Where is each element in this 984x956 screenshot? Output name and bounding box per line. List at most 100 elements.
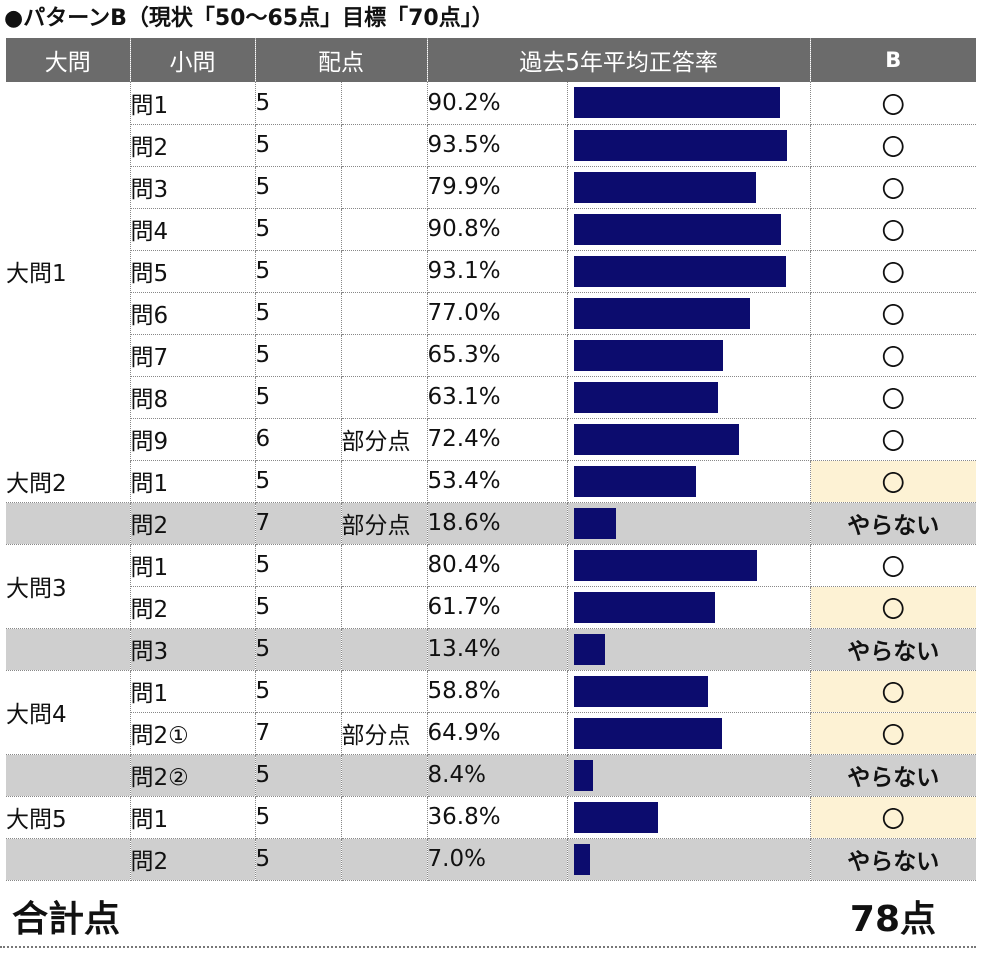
header-big-question: 大問: [6, 38, 131, 82]
sub-question-cell: 問2: [130, 124, 256, 167]
rate-bar-cell: [567, 628, 811, 671]
partial-credit-note: [341, 838, 428, 881]
rate-bar: [573, 465, 696, 497]
table-row: 問4 5 90.8% 〇: [6, 208, 977, 251]
score-table-body: 大問1 問1 5 90.2% 〇問2 5 93.5% 〇問3 5 79.9% 〇問4 5 90.8% 〇問…: [6, 82, 977, 881]
table-row: 大問1 問1 5 90.2% 〇: [6, 82, 977, 460]
rate-bar-cell: [567, 418, 811, 461]
table-row: 大問2 問1 5 53.4% 〇: [6, 460, 977, 503]
points-cell: 5: [255, 250, 342, 293]
sub-question-cell: 問1: [130, 670, 256, 713]
plan-mark: 〇: [810, 418, 977, 461]
sub-question-cell: 問5: [130, 250, 256, 293]
correct-rate-cell: 18.6%: [427, 502, 568, 545]
points-cell: 5: [255, 586, 342, 629]
partial-credit-note: 部分点: [341, 502, 428, 545]
points-cell: 5: [255, 544, 342, 587]
partial-credit-note: [341, 166, 428, 209]
table-row: 問3 5 13.4% やらない: [6, 628, 977, 671]
rate-bar: [573, 171, 756, 203]
plan-mark: 〇: [810, 670, 977, 713]
rate-bar-cell: [567, 544, 811, 587]
correct-rate-cell: 58.8%: [427, 670, 568, 713]
partial-credit-note: 部分点: [341, 418, 428, 461]
big-question-cell: 大問4: [6, 670, 131, 755]
points-cell: 5: [255, 166, 342, 209]
table-row: 問7 5 65.3% 〇: [6, 334, 977, 377]
partial-credit-note: [341, 754, 428, 797]
rate-bar-cell: [567, 838, 811, 881]
points-cell: 5: [255, 124, 342, 167]
table-row: 問3 5 79.9% 〇: [6, 166, 977, 209]
rate-bar-cell: [567, 712, 811, 755]
header-sub-question: 小問: [130, 38, 256, 82]
correct-rate-cell: 61.7%: [427, 586, 568, 629]
big-question-cell: 大問2: [6, 460, 131, 503]
plan-mark: 〇: [810, 586, 977, 629]
skip-label: やらない: [810, 838, 977, 881]
header-correct-rate: 過去5年平均正答率: [427, 38, 811, 82]
rate-bar: [573, 843, 590, 875]
sub-question-cell: 問1: [130, 460, 256, 503]
sub-question-cell: 問1: [130, 82, 256, 125]
correct-rate-cell: 72.4%: [427, 418, 568, 461]
table-row: 問5 5 93.1% 〇: [6, 250, 977, 293]
table-row: 問6 5 77.0% 〇: [6, 292, 977, 335]
rate-bar: [573, 423, 739, 455]
table-row: 問2② 5 8.4% やらない: [6, 754, 977, 797]
points-cell: 6: [255, 418, 342, 461]
sub-question-cell: 問1: [130, 544, 256, 587]
big-question-cell: [6, 628, 131, 671]
partial-credit-note: 部分点: [341, 712, 428, 755]
table-row: 問2 5 61.7% 〇: [6, 586, 977, 629]
partial-credit-note: [341, 376, 428, 419]
rate-bar-cell: [567, 460, 811, 503]
table-row: 大問5 問1 5 36.8% 〇: [6, 796, 977, 839]
partial-credit-note: [341, 670, 428, 713]
partial-credit-note: [341, 586, 428, 629]
plan-mark: 〇: [810, 334, 977, 377]
plan-mark: 〇: [810, 796, 977, 839]
rate-bar-cell: [567, 250, 811, 293]
correct-rate-cell: 79.9%: [427, 166, 568, 209]
sub-question-cell: 問1: [130, 796, 256, 839]
big-question-cell: 大問5: [6, 796, 131, 839]
rate-bar: [573, 213, 781, 245]
sub-question-cell: 問3: [130, 166, 256, 209]
rate-bar: [573, 633, 605, 665]
sub-question-cell: 問2: [130, 838, 256, 881]
rate-bar-cell: [567, 586, 811, 629]
partial-credit-note: [341, 292, 428, 335]
correct-rate-cell: 65.3%: [427, 334, 568, 377]
score-table: 大問 小問 配点 過去5年平均正答率 B 大問1 問1 5 90.2% 〇問2 5 93.5…: [6, 38, 977, 881]
rate-bar: [573, 87, 780, 118]
sub-question-cell: 問4: [130, 208, 256, 251]
total-label: 合計点: [12, 899, 121, 940]
points-cell: 5: [255, 460, 342, 503]
partial-credit-note: [341, 208, 428, 251]
points-cell: 7: [255, 502, 342, 545]
rate-bar-cell: [567, 796, 811, 839]
points-cell: 5: [255, 670, 342, 713]
rate-bar: [573, 591, 715, 623]
rate-bar: [573, 129, 787, 161]
partial-credit-note: [341, 628, 428, 671]
sub-question-cell: 問3: [130, 628, 256, 671]
rate-bar-cell: [567, 208, 811, 251]
table-row: 問2 5 7.0% やらない: [6, 838, 977, 881]
correct-rate-cell: 64.9%: [427, 712, 568, 755]
plan-mark: 〇: [810, 292, 977, 335]
rate-bar: [573, 297, 750, 329]
plan-mark: 〇: [810, 544, 977, 587]
rate-bar-cell: [567, 502, 811, 545]
plan-mark: 〇: [810, 712, 977, 755]
rate-bar: [573, 801, 658, 833]
table-row: 大問4 問1 5 58.8% 〇: [6, 670, 977, 755]
correct-rate-cell: 36.8%: [427, 796, 568, 839]
partial-credit-note: [341, 796, 428, 839]
sub-question-cell: 問7: [130, 334, 256, 377]
plan-mark: 〇: [810, 166, 977, 209]
rate-bar: [573, 759, 593, 791]
partial-credit-note: [341, 460, 428, 503]
partial-credit-note: [341, 124, 428, 167]
